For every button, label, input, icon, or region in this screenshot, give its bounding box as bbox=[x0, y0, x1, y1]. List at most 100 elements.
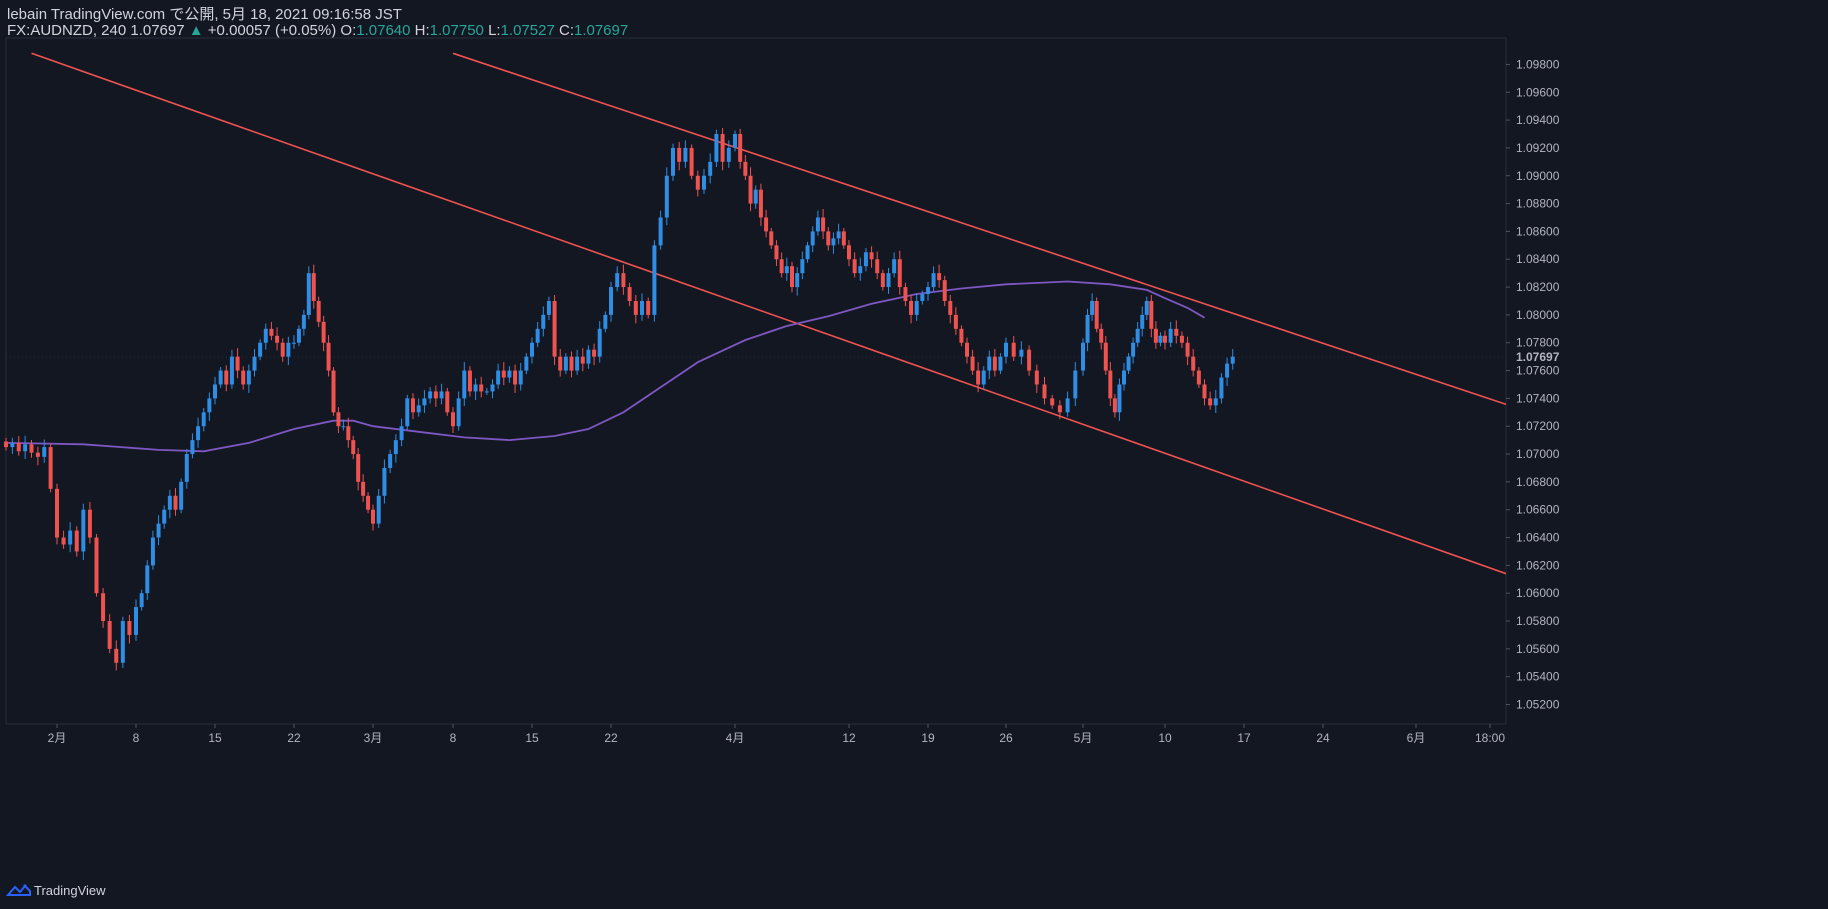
candle[interactable] bbox=[592, 343, 597, 366]
candle[interactable] bbox=[61, 530, 66, 549]
candle[interactable] bbox=[411, 393, 415, 420]
candle[interactable] bbox=[621, 264, 626, 295]
candle[interactable] bbox=[530, 337, 534, 364]
candle[interactable] bbox=[1153, 321, 1158, 349]
candle[interactable] bbox=[1168, 322, 1173, 348]
candle[interactable] bbox=[490, 379, 495, 399]
candle[interactable] bbox=[366, 492, 371, 514]
candle[interactable] bbox=[1073, 362, 1078, 407]
candle[interactable] bbox=[361, 474, 366, 502]
candle[interactable] bbox=[68, 522, 73, 553]
candle[interactable] bbox=[1050, 394, 1055, 409]
candle[interactable] bbox=[518, 362, 523, 391]
candle[interactable] bbox=[852, 252, 857, 278]
candle[interactable] bbox=[1144, 296, 1149, 321]
candle[interactable] bbox=[42, 439, 47, 463]
candle[interactable] bbox=[292, 335, 296, 349]
candle[interactable] bbox=[1004, 337, 1008, 364]
candle[interactable] bbox=[48, 443, 53, 493]
candle[interactable] bbox=[201, 407, 206, 432]
candle[interactable] bbox=[94, 534, 99, 597]
candle[interactable] bbox=[800, 251, 805, 280]
candle[interactable] bbox=[275, 327, 280, 351]
candle[interactable] bbox=[356, 448, 361, 491]
candle[interactable] bbox=[1099, 323, 1104, 350]
candle[interactable] bbox=[920, 290, 925, 305]
candle[interactable] bbox=[795, 267, 800, 296]
candle[interactable] bbox=[987, 350, 992, 380]
candle[interactable] bbox=[388, 449, 393, 474]
candle[interactable] bbox=[336, 407, 341, 434]
candle[interactable] bbox=[462, 362, 467, 407]
candle[interactable] bbox=[241, 366, 246, 390]
candle[interactable] bbox=[81, 503, 86, 560]
candle[interactable] bbox=[748, 167, 753, 212]
candle[interactable] bbox=[664, 167, 669, 226]
candle[interactable] bbox=[1081, 338, 1085, 376]
candle[interactable] bbox=[558, 348, 563, 377]
candle[interactable] bbox=[382, 459, 387, 504]
candle[interactable] bbox=[150, 530, 155, 570]
candle[interactable] bbox=[1019, 341, 1024, 365]
candle[interactable] bbox=[880, 269, 885, 291]
candle[interactable] bbox=[1230, 348, 1235, 370]
candle[interactable] bbox=[235, 348, 240, 379]
candle[interactable] bbox=[733, 130, 737, 152]
candle[interactable] bbox=[586, 345, 591, 369]
candle[interactable] bbox=[306, 266, 311, 320]
candle[interactable] bbox=[286, 336, 291, 366]
candle[interactable] bbox=[341, 419, 346, 431]
candle[interactable] bbox=[252, 348, 257, 377]
candle[interactable] bbox=[496, 363, 501, 389]
candle[interactable] bbox=[753, 185, 758, 209]
candle[interactable] bbox=[196, 417, 201, 448]
candle[interactable] bbox=[897, 250, 902, 295]
candle[interactable] bbox=[376, 488, 381, 528]
candle[interactable] bbox=[774, 240, 779, 267]
candle[interactable] bbox=[456, 391, 461, 431]
candle[interactable] bbox=[162, 505, 167, 529]
candle[interactable] bbox=[914, 293, 919, 321]
candle[interactable] bbox=[1034, 364, 1039, 393]
candle[interactable] bbox=[1185, 336, 1190, 366]
candle[interactable] bbox=[1213, 389, 1218, 414]
candle[interactable] bbox=[831, 232, 836, 254]
candle[interactable] bbox=[805, 241, 810, 263]
candle[interactable] bbox=[473, 378, 478, 400]
candle[interactable] bbox=[207, 392, 212, 421]
candle[interactable] bbox=[652, 240, 657, 322]
time-axis[interactable]: 2月 8 15 22 3月 8 15 22 4月 12 19 26 5月 10 17 24 6月 18:00 bbox=[48, 724, 1506, 745]
candle[interactable] bbox=[1094, 297, 1099, 333]
trendline[interactable] bbox=[31, 52, 1531, 582]
candle[interactable] bbox=[428, 387, 433, 404]
candle[interactable] bbox=[501, 362, 506, 386]
candle[interactable] bbox=[229, 349, 234, 389]
candle[interactable] bbox=[769, 227, 774, 249]
candle[interactable] bbox=[942, 275, 947, 307]
candle[interactable] bbox=[433, 385, 438, 407]
candle[interactable] bbox=[959, 325, 964, 347]
candle[interactable] bbox=[903, 282, 908, 307]
candle[interactable] bbox=[926, 281, 930, 301]
candle[interactable] bbox=[810, 226, 815, 253]
candle[interactable] bbox=[627, 282, 632, 307]
candle[interactable] bbox=[931, 266, 936, 292]
candle[interactable] bbox=[609, 281, 613, 322]
candle[interactable] bbox=[886, 268, 891, 294]
candle[interactable] bbox=[246, 364, 251, 393]
candle[interactable] bbox=[1108, 362, 1113, 407]
candle[interactable] bbox=[4, 438, 8, 451]
candle[interactable] bbox=[1219, 373, 1224, 404]
candle[interactable] bbox=[937, 264, 942, 288]
candle[interactable] bbox=[1158, 332, 1163, 347]
candle[interactable] bbox=[658, 210, 663, 250]
candle[interactable] bbox=[326, 335, 331, 377]
candle[interactable] bbox=[640, 293, 644, 321]
candle[interactable] bbox=[1196, 367, 1201, 388]
candle[interactable] bbox=[1202, 379, 1207, 406]
candle[interactable] bbox=[524, 353, 529, 375]
candle[interactable] bbox=[1126, 353, 1131, 375]
candle[interactable] bbox=[190, 433, 195, 459]
candle[interactable] bbox=[1090, 293, 1095, 321]
candle[interactable] bbox=[23, 435, 28, 459]
